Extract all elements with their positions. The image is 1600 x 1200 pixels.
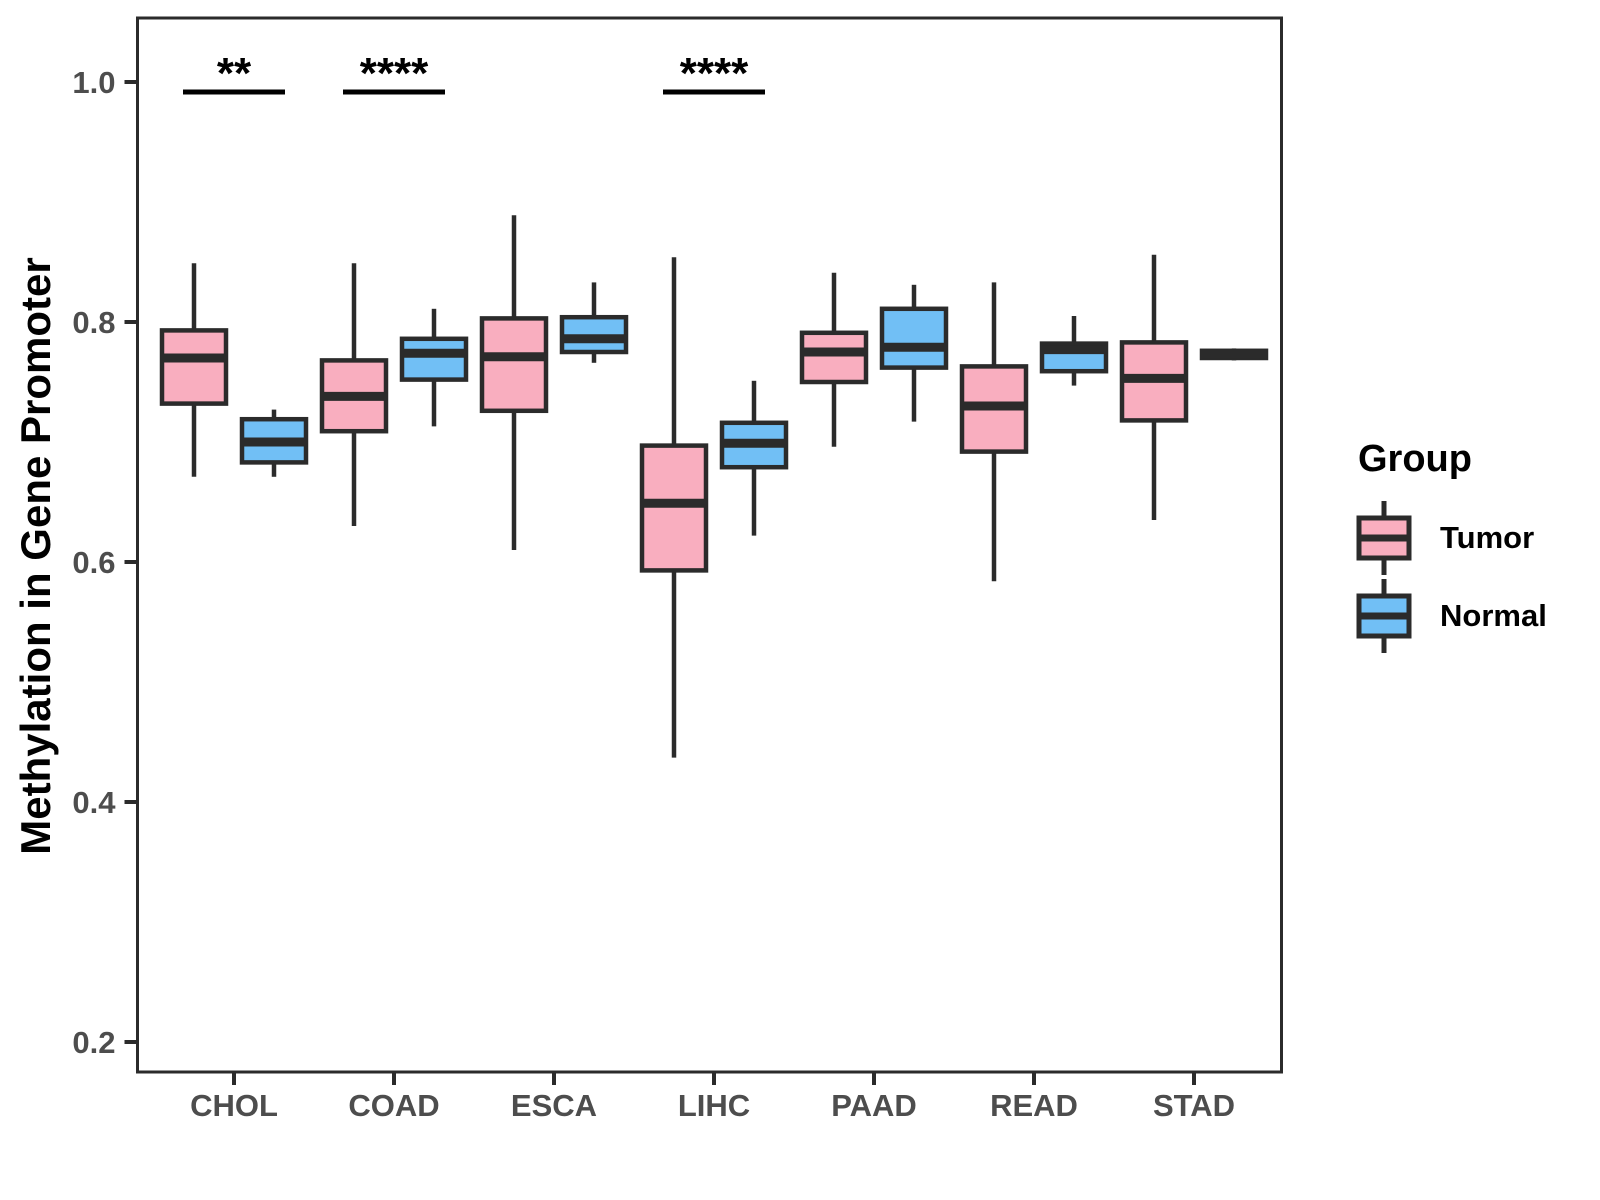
box-normal-ESCA bbox=[559, 282, 629, 363]
box-tumor-STAD bbox=[1119, 254, 1189, 520]
x-category-label: READ bbox=[990, 1088, 1078, 1123]
legend-item-normal: Normal bbox=[1356, 577, 1547, 655]
box-normal-LIHC bbox=[719, 380, 789, 536]
legend: Group Tumor Normal bbox=[1356, 438, 1547, 655]
box-tumor-CHOL bbox=[159, 263, 229, 477]
x-category-label: PAAD bbox=[831, 1088, 917, 1123]
iqr-box bbox=[799, 330, 869, 385]
significance-label: ** bbox=[217, 49, 252, 98]
iqr-box bbox=[159, 328, 229, 406]
x-category-label: COAD bbox=[348, 1088, 439, 1123]
legend-item-tumor: Tumor bbox=[1356, 499, 1547, 577]
iqr-box bbox=[879, 306, 949, 370]
box-normal-CHOL bbox=[239, 409, 309, 477]
box-tumor-ESCA bbox=[479, 215, 549, 550]
x-category-label: LIHC bbox=[678, 1088, 750, 1123]
legend-title: Group bbox=[1358, 438, 1472, 480]
x-category-label: STAD bbox=[1153, 1088, 1235, 1123]
box-tumor-COAD bbox=[319, 263, 389, 526]
x-category-label: ESCA bbox=[511, 1088, 597, 1123]
significance-label: **** bbox=[680, 49, 749, 98]
iqr-box bbox=[399, 336, 469, 382]
box-normal-COAD bbox=[399, 308, 469, 427]
y-tick-label: 0.4 bbox=[72, 785, 116, 820]
y-axis-title: Methylation in Gene Promoter bbox=[12, 257, 59, 855]
y-tick-label: 0.6 bbox=[72, 545, 115, 580]
legend-item-label: Normal bbox=[1440, 598, 1547, 633]
tumor-boxplot-key-icon bbox=[1356, 501, 1412, 575]
y-tick-label: 1.0 bbox=[72, 65, 115, 100]
iqr-box bbox=[479, 316, 549, 414]
panel-border bbox=[136, 16, 1283, 1074]
significance-label: **** bbox=[360, 49, 429, 98]
x-category-label: CHOL bbox=[190, 1088, 278, 1123]
iqr-box bbox=[639, 443, 709, 573]
y-tick-label: 0.8 bbox=[72, 305, 115, 340]
box-tumor-LIHC bbox=[639, 257, 709, 758]
y-tick-label: 0.2 bbox=[72, 1025, 115, 1060]
box-normal-READ bbox=[1039, 316, 1109, 386]
normal-boxplot-key-icon bbox=[1356, 579, 1412, 653]
box-tumor-READ bbox=[959, 282, 1029, 582]
box-normal-PAAD bbox=[879, 284, 949, 422]
box-normal-STAD bbox=[1199, 348, 1269, 361]
legend-item-label: Tumor bbox=[1440, 520, 1535, 555]
box-tumor-PAAD bbox=[799, 272, 869, 447]
